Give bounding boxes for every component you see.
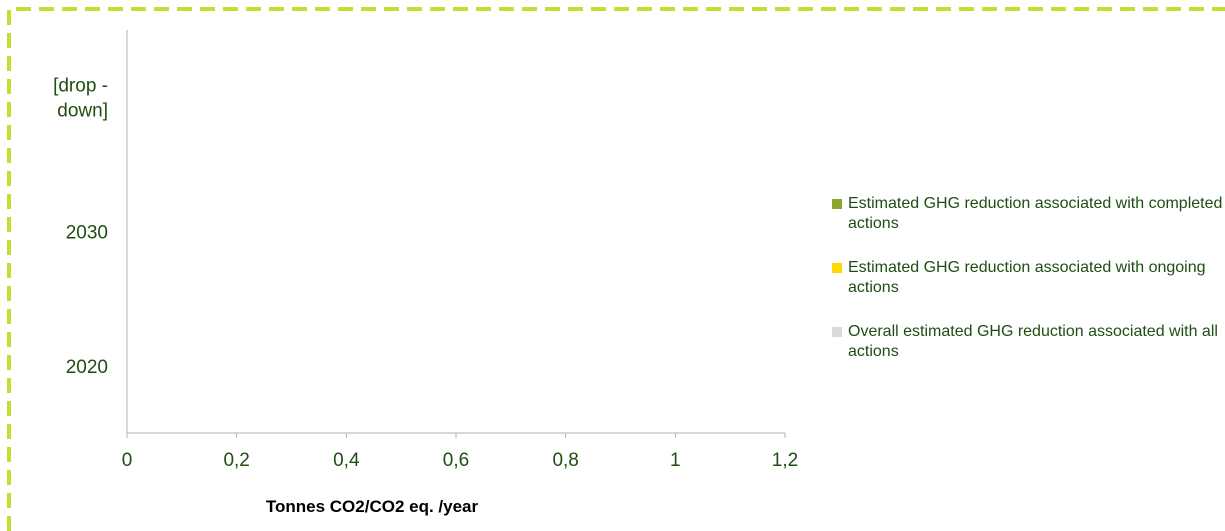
x-tick-label: 1 [670, 450, 681, 471]
x-tick-label: 0,8 [552, 450, 578, 471]
x-axis-title: Tonnes CO2/CO2 eq. /year [266, 497, 479, 516]
legend-label-ongoing: Estimated GHG reduction associated with … [848, 259, 1206, 296]
y-tick-label: 2030 [66, 223, 108, 244]
legend-swatch-completed [832, 199, 842, 209]
y-tick-label: [drop -down] [53, 76, 108, 122]
legend-item-ongoing: Estimated GHG reduction associated with … [832, 258, 1224, 298]
x-tick-label: 0,4 [333, 450, 360, 471]
legend-label-overall: Overall estimated GHG reduction associat… [848, 323, 1218, 360]
legend-swatch-overall [832, 327, 842, 337]
legend-item-overall: Overall estimated GHG reduction associat… [832, 322, 1224, 362]
legend: Estimated GHG reduction associated with … [832, 194, 1224, 386]
x-tick-label: 0,2 [223, 450, 249, 471]
x-tick-label: 0 [122, 450, 133, 471]
legend-swatch-ongoing [832, 263, 842, 273]
x-tick-label: 1,2 [772, 450, 798, 471]
x-tick-label: 0,6 [443, 450, 469, 471]
y-tick-label: 2020 [66, 357, 108, 378]
dashed-frame [7, 7, 1225, 531]
legend-label-completed: Estimated GHG reduction associated with … [848, 195, 1223, 232]
legend-item-completed: Estimated GHG reduction associated with … [832, 194, 1224, 234]
